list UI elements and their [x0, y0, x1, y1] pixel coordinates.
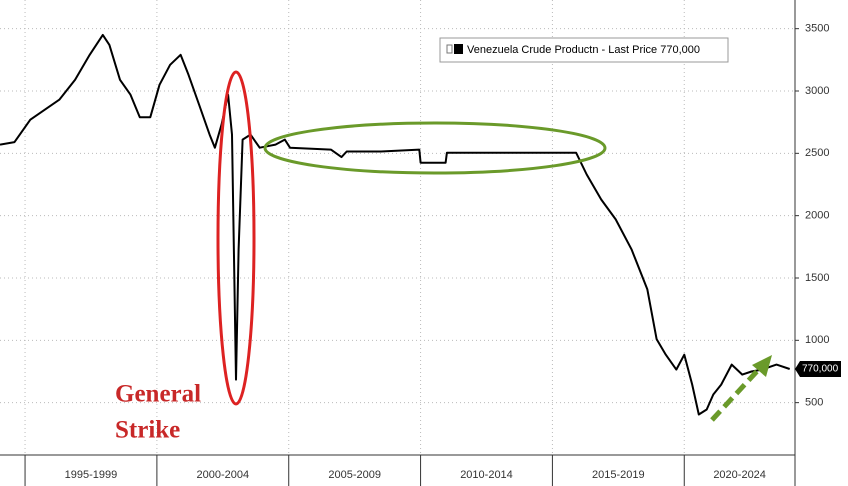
grid — [0, 0, 795, 455]
legend-label: Venezuela Crude Productn - Last Price 77… — [467, 44, 700, 56]
trend-arrow — [710, 366, 762, 422]
y-tick-label: 500 — [805, 397, 823, 409]
x-tick-label: 2005-2009 — [328, 469, 381, 481]
annotation: Strike — [115, 417, 180, 444]
legend-icon — [446, 44, 453, 54]
x-tick-label: 2020-2024 — [713, 469, 766, 481]
x-tick-label: 2015-2019 — [592, 469, 645, 481]
x-tick-label: 2010-2014 — [460, 469, 513, 481]
flat-ellipse — [263, 121, 607, 175]
annotation: General — [115, 381, 201, 408]
last-price-tag — [795, 360, 841, 377]
y-tick-label: 3500 — [805, 23, 829, 35]
series-line — [0, 33, 791, 416]
y-tick-label: 1000 — [805, 334, 829, 346]
legend-swatch — [454, 44, 463, 54]
x-tick-label: 2000-2004 — [197, 469, 250, 481]
trend-arrowhead — [752, 355, 772, 377]
y-tick-label: 2500 — [805, 147, 829, 159]
strike-ellipse — [216, 70, 256, 406]
legend — [439, 37, 729, 63]
y-tick-label: 2000 — [805, 210, 829, 222]
y-tick-label: 1500 — [805, 272, 829, 284]
plot — [0, 33, 791, 416]
y-tick-label: 3000 — [805, 85, 829, 97]
x-tick-label: 1995-1999 — [65, 469, 118, 481]
last-price-label: 770,000 — [802, 364, 839, 375]
